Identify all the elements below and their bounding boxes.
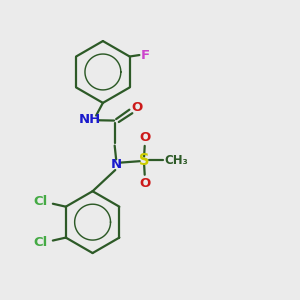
Text: S: S (139, 153, 149, 168)
Text: O: O (139, 177, 150, 190)
Text: O: O (139, 130, 150, 143)
Text: Cl: Cl (33, 195, 48, 208)
Text: F: F (141, 49, 150, 62)
Text: O: O (131, 101, 143, 114)
Text: Cl: Cl (33, 236, 48, 249)
Text: N: N (111, 158, 122, 171)
Text: CH₃: CH₃ (165, 154, 188, 167)
Text: NH: NH (79, 112, 101, 126)
